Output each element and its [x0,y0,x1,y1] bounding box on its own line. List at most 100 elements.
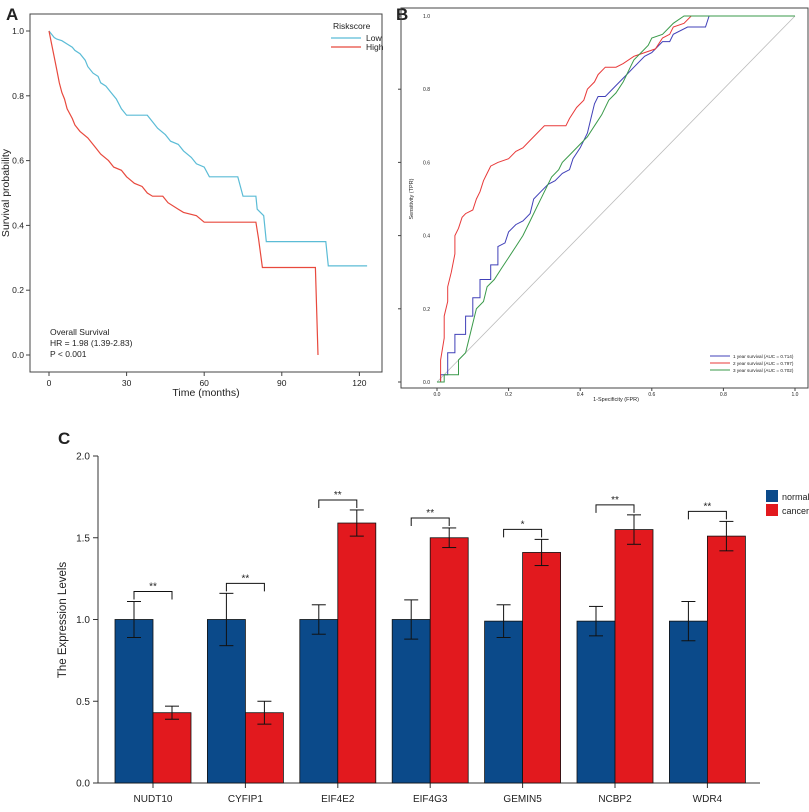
roc-y-axis-label: Sensitivity (TPR) [409,178,415,219]
bar-series: ************* [114,490,746,784]
bar-y-tick-label: 0.0 [76,779,90,790]
km-y-tick-label: 1.0 [12,26,24,36]
km-y-tick-label: 0.6 [12,156,24,166]
roc-y-tick-label: 0.0 [423,380,430,386]
significance-bracket [318,499,358,508]
bar-x-tick-label: EIF4E2 [321,794,355,805]
panel-label-b: B [396,5,408,24]
bar-normal-eif4g3 [391,619,431,784]
km-legend-title: Riskscore [333,21,371,31]
km-y-tick-label: 0.8 [12,91,24,101]
significance-marker: ** [426,508,434,519]
km-x-axis-label: Time (months) [172,387,239,399]
roc-legend: 1 year survival (AUC = 0.714) 2 year sur… [710,354,794,373]
significance-marker: ** [242,573,250,584]
roc-curve-2-year [437,15,795,383]
km-survival-plot: 0 30 60 90 120 0.0 0.2 0.4 0.6 0.8 1.0 Time (month… [0,13,384,399]
expression-bar-chart: 0.0 0.5 1.0 1.5 2.0 NUDT10 CYFIP1 EIF4E2 EIF4G3 G… [57,452,809,806]
roc-curve-3-year [437,15,795,383]
roc-legend-3y: 3 year survival (AUC = 0.702) [733,368,794,373]
roc-x-tick-label: 1.0 [792,392,799,398]
significance-bracket [687,510,727,520]
roc-plot-frame [400,7,809,389]
bar-x-tick-label: GEMIN5 [503,794,542,805]
roc-y-tick-label: 0.2 [423,307,430,313]
km-y-tick-label: 0.2 [12,285,24,295]
roc-x-tick-label: 0.6 [648,392,655,398]
km-axes: 0 30 60 90 120 0.0 0.2 0.4 0.6 0.8 1.0 [12,26,367,388]
bar-x-tick-label: NCBP2 [598,794,632,805]
km-y-axis-label: Survival probability [0,148,12,237]
km-plot-frame [29,13,383,373]
km-legend-low: Low [366,33,382,43]
significance-marker: * [521,519,525,530]
bar-normal-wdr4 [669,620,708,784]
bar-y-tick-label: 1.5 [76,533,90,544]
roc-y-tick-label: 0.6 [423,160,430,166]
roc-axes: 0.0 0.2 0.4 0.6 0.8 1.0 0.0 0.2 0.4 0.6 0.8 1.0 [398,14,799,398]
significance-bracket [503,528,543,538]
km-curve-high [48,30,319,356]
roc-x-tick-label: 0.0 [434,392,441,398]
roc-legend-1y: 1 year survival (AUC = 0.714) [733,354,794,359]
bar-normal-eif4e2 [299,619,339,784]
km-y-tick-label: 0.4 [12,220,24,230]
bar-cancer-eif4e2 [337,522,377,784]
roc-y-tick-label: 1.0 [423,14,430,20]
bar-axes: 0.0 0.5 1.0 1.5 2.0 NUDT10 CYFIP1 EIF4E2 EIF4G3 G… [76,452,722,806]
bar-cancer-eif4g3 [429,537,469,784]
bar-legend: normal cancer [766,490,809,516]
bar-y-axis-label: The Expression Levels [57,562,69,679]
bar-cancer-wdr4 [707,535,746,784]
km-annotation: Overall Survival HR = 1.98 (1.39-2.83) P… [50,327,133,359]
roc-x-tick-label: 0.2 [505,392,512,398]
km-curves [48,30,368,356]
bar-x-tick-label: CYFIP1 [228,794,263,805]
km-y-tick-label: 0.0 [12,350,24,360]
significance-bracket [225,582,265,592]
bar-x-tick-label: EIF4G3 [413,794,448,805]
bar-legend-swatch-normal [766,490,778,502]
bar-normal-cyfip1 [206,619,246,784]
roc-diagonal-reference [436,15,796,383]
significance-marker: ** [334,490,342,501]
roc-y-tick-label: 0.8 [423,87,430,93]
km-annotation-title: Overall Survival [50,327,110,337]
roc-curve-1-year [437,15,795,383]
roc-x-tick-label: 0.8 [720,392,727,398]
bar-x-tick-label: WDR4 [693,794,723,805]
km-legend: Riskscore Low High [331,21,384,52]
bar-legend-normal: normal [782,492,809,502]
km-x-tick-label: 0 [47,378,52,388]
bar-cancer-nudt10 [152,712,192,784]
bar-cancer-gemin5 [522,552,561,784]
bar-y-tick-label: 2.0 [76,452,90,463]
km-x-tick-label: 90 [277,378,287,388]
bar-y-tick-label: 1.0 [76,615,90,626]
km-x-tick-label: 30 [122,378,132,388]
roc-legend-2y: 2 year survival (AUC = 0.797) [733,361,794,366]
bar-cancer-ncbp2 [614,529,654,784]
bar-normal-gemin5 [484,620,524,784]
km-x-tick-label: 120 [352,378,366,388]
bar-normal-nudt10 [114,619,154,784]
roc-x-tick-label: 0.4 [577,392,584,398]
km-x-tick-label: 60 [199,378,209,388]
significance-marker: ** [611,495,619,506]
bar-x-tick-label: NUDT10 [134,794,173,805]
panel-label-c: C [58,429,70,448]
significance-bracket [595,504,635,513]
km-legend-high: High [366,42,384,52]
significance-marker: ** [704,501,712,512]
bar-normal-ncbp2 [576,620,616,784]
panel-label-a: A [6,5,18,24]
bar-legend-cancer: cancer [782,506,809,516]
bar-legend-swatch-cancer [766,504,778,516]
significance-bracket [133,591,173,600]
km-annotation-p: P < 0.001 [50,349,87,359]
km-annotation-hr: HR = 1.98 (1.39-2.83) [50,338,133,348]
roc-x-axis-label: 1-Specificity (FPR) [593,397,639,403]
significance-marker: ** [149,582,157,593]
roc-plot: 0.0 0.2 0.4 0.6 0.8 1.0 0.0 0.2 0.4 0.6 0.8 1.0 1-S… [398,7,809,403]
significance-bracket [410,517,450,526]
